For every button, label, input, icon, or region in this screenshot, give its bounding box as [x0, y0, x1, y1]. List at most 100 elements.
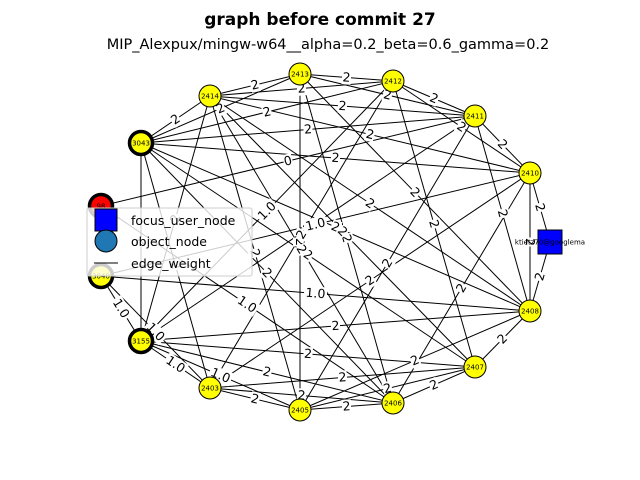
- edge-weight-label-bg: [258, 264, 276, 282]
- legend-label-focus-user: focus_user_node: [131, 213, 236, 228]
- node-2408: 2408: [518, 299, 542, 323]
- edge-weight-label: 2: [249, 76, 260, 92]
- node-label: 2411: [466, 113, 484, 121]
- legend-label-edge-weight: edge_weight: [131, 256, 211, 271]
- figure-subtitle: MIP_Alexpux/mingw-w64__alpha=0.2_beta=0.…: [107, 37, 550, 53]
- edge-weight-label-bg: [523, 237, 537, 247]
- edge-weight-label-bg: [302, 346, 314, 362]
- edge-weight-label: 2: [382, 380, 393, 396]
- edge-weight-label: 1.0: [304, 214, 327, 233]
- edge-weight-label-bg: [302, 215, 329, 234]
- edge-weight-label-bg: [427, 90, 441, 107]
- node-2410: 2410: [518, 161, 542, 185]
- edge-weight-label-bg: [253, 197, 281, 225]
- edge-weight-label: 2: [426, 218, 443, 230]
- node-label: 2412: [384, 78, 402, 86]
- legend-square-marker: [94, 208, 118, 232]
- object-node-circle: [518, 299, 542, 323]
- edge-weight-label-bg: [293, 242, 310, 257]
- edge-weight-label-bg: [248, 391, 262, 407]
- node-label: ktietz70@googlema: [515, 239, 585, 247]
- nodes-layer: 2413 2412 2411 2410 2408 2407 2406 2405 2403 3155…: [87, 62, 585, 422]
- edge-weight-label-bg: [341, 399, 352, 414]
- legend-entry-edge-weight: edge_weight: [94, 256, 211, 271]
- edge-weight-label: 2: [261, 103, 272, 119]
- edge-weight-label-bg: [427, 376, 441, 394]
- node-label: 3043: [132, 140, 150, 148]
- object-node-circle: [518, 161, 542, 185]
- edge-weight-label: 1.0: [110, 296, 133, 321]
- edge-weight-label: 2: [331, 150, 340, 166]
- object-node-circle: [288, 398, 312, 422]
- edge-weight-label: 1.0: [305, 285, 326, 302]
- node-2407: 2407: [463, 355, 487, 379]
- edge-weight-label: 0: [282, 152, 293, 168]
- edge-weight-label: 2: [249, 390, 260, 406]
- node-label: 2410: [521, 170, 539, 178]
- edge-weight-label-bg: [233, 292, 261, 317]
- object-node-circle: [288, 62, 312, 86]
- edge-weight-label-bg: [337, 98, 348, 114]
- edge-weight-label: 2: [342, 69, 351, 85]
- node-2412: 2412: [381, 69, 405, 93]
- object-node-circle: [198, 376, 222, 400]
- edge-weight-label-bg: [362, 195, 378, 212]
- node-label: 2403: [201, 385, 219, 393]
- edge-weight-label-bg: [426, 217, 442, 231]
- legend-frame: [86, 207, 253, 277]
- edge-weight-label: 1.0: [163, 352, 188, 376]
- edge-weight-label-bg: [532, 201, 548, 214]
- node-2411: 2411: [463, 104, 487, 128]
- node-user: ktietz70@googlema: [515, 229, 585, 255]
- legend-label-object: object_node: [131, 234, 207, 249]
- edge-weight-label: 2: [338, 369, 347, 385]
- node-label: 2407: [466, 364, 484, 372]
- edge-weight-label-bg: [330, 318, 341, 334]
- edge-weight-label-bg: [494, 330, 511, 348]
- legend: focus_user_node object_node edge_weight: [86, 207, 253, 277]
- edge-weight-label: 2: [342, 398, 351, 414]
- edge-weight-label-bg: [302, 122, 314, 137]
- node-2413: 2413: [288, 62, 312, 86]
- node-label: 2414: [201, 93, 219, 101]
- edge-weight-label-bg: [363, 126, 377, 143]
- edge-weight-label-bg: [494, 207, 511, 220]
- edge-weight-label: 2: [531, 270, 548, 282]
- object-node-circle: [381, 69, 405, 93]
- edge-weight-label: 2: [523, 238, 538, 246]
- edge-weight-label: 2: [261, 363, 272, 379]
- node-3043: 3043: [127, 129, 155, 157]
- edge-weight-label-bg: [248, 77, 262, 93]
- node-2405: 2405: [288, 398, 312, 422]
- edge-weight-label: 2: [532, 201, 549, 213]
- node-label: 2408: [521, 308, 539, 316]
- object-node-circle: [127, 129, 155, 157]
- node-2414: 2414: [198, 84, 222, 108]
- edge-weight-label-bg: [334, 223, 351, 240]
- edge-weight-label-bg: [494, 136, 511, 153]
- edge-weight-label-bg: [532, 270, 548, 283]
- edge-weight-label-bg: [281, 153, 295, 169]
- object-node-circle: [198, 84, 222, 108]
- edge-weight-label: 2: [495, 207, 512, 219]
- node-2406: 2406: [381, 391, 405, 415]
- edge-weight-label-bg: [207, 364, 234, 387]
- edge-weight-label-bg: [328, 218, 343, 236]
- edge-weight-label-bg: [167, 111, 184, 128]
- edge-weight-label-bg: [330, 150, 341, 166]
- edge-weight-label: 1.0: [235, 292, 260, 316]
- edge-weight-label: 2: [303, 121, 312, 137]
- node-label: 2406: [384, 400, 402, 408]
- legend-entry-object: object_node: [94, 229, 207, 253]
- edge-weight-label-bg: [337, 370, 348, 385]
- edge-weight-label-bg: [453, 118, 470, 136]
- edge-weight-label: 2: [297, 80, 306, 96]
- node-label: 2405: [291, 407, 309, 415]
- node-label: 98: [97, 203, 106, 211]
- node-label: 2413: [291, 71, 309, 79]
- edge-weight-label-bg: [300, 246, 316, 264]
- object-node-circle: [463, 104, 487, 128]
- edge-weight-label-bg: [260, 364, 274, 380]
- legend-entry-focus-user: focus_user_node: [94, 208, 236, 232]
